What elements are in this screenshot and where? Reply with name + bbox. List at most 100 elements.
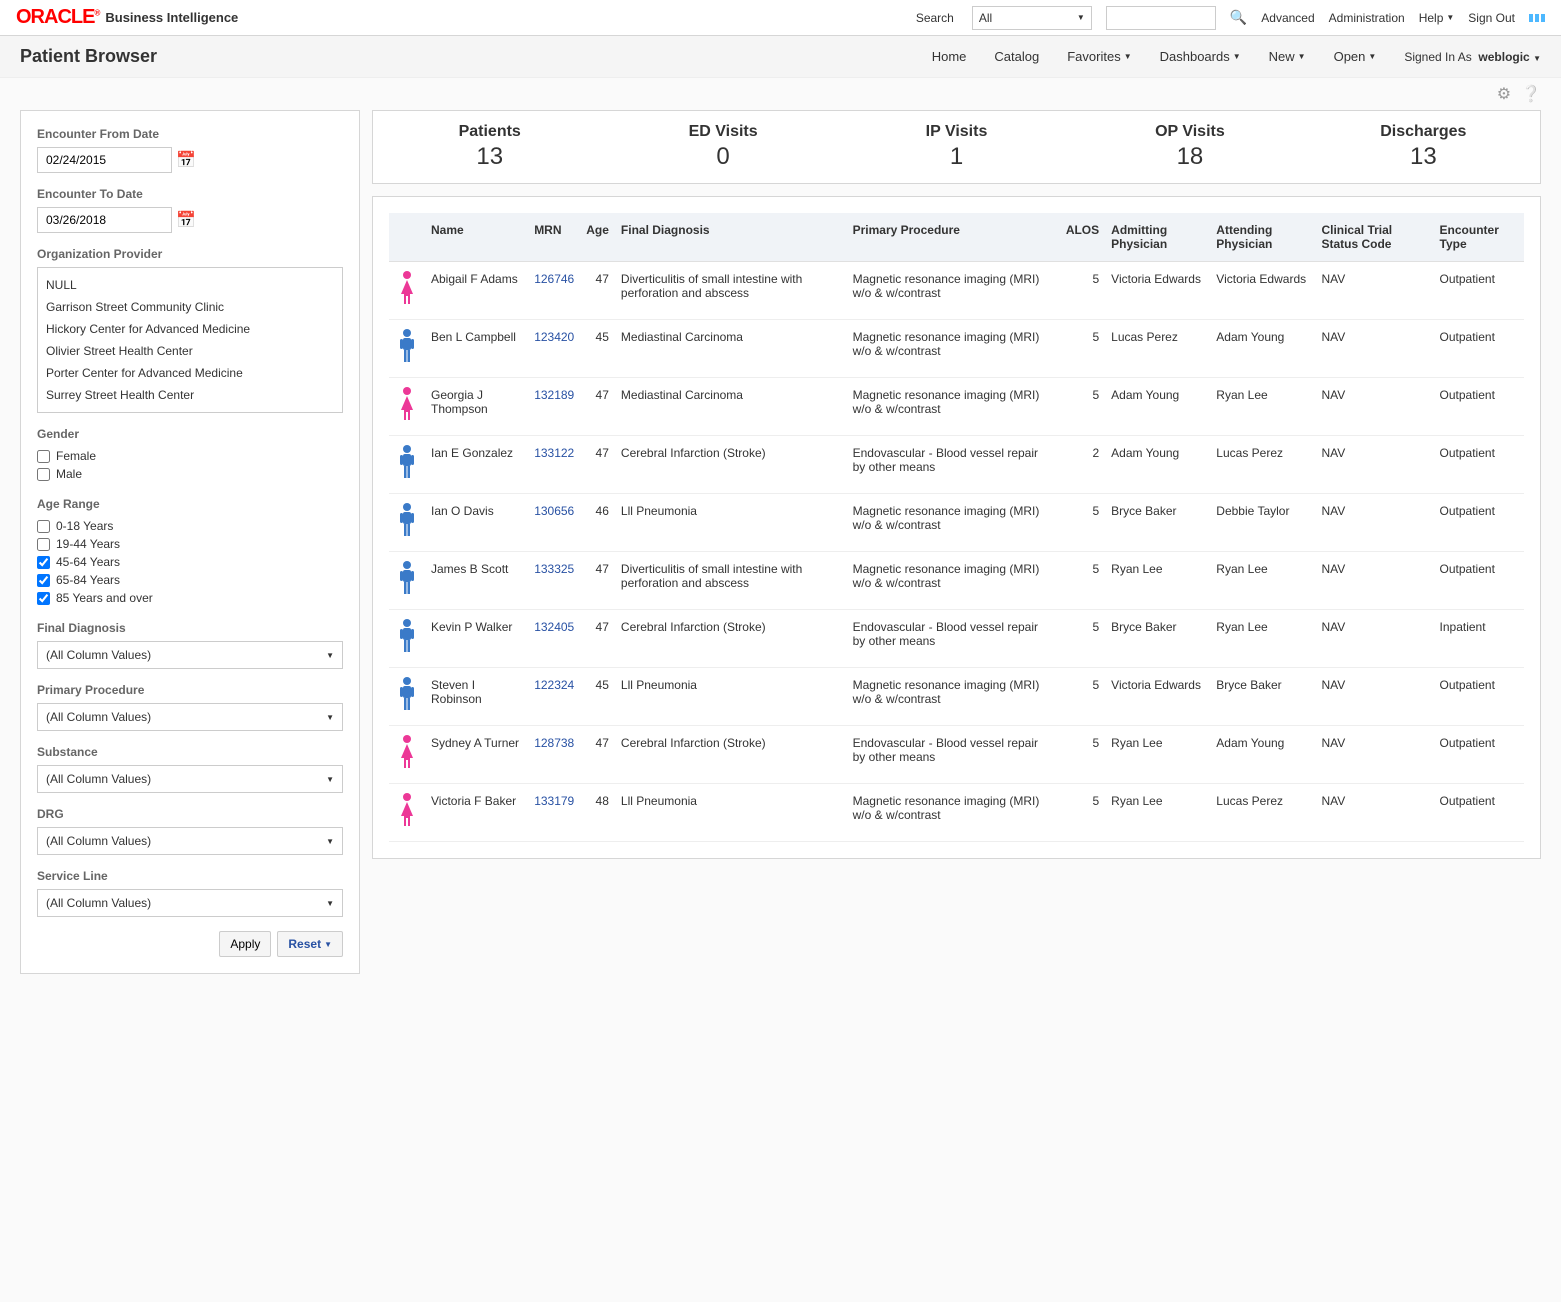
table-header[interactable]: Attending Physician [1210,213,1315,262]
age-cell: 47 [580,436,615,494]
nav-home[interactable]: Home [932,49,967,64]
alos-cell: 5 [1060,378,1105,436]
signed-in-as[interactable]: Signed In As weblogic ▼ [1404,50,1541,64]
help-circle-icon[interactable]: ❔ [1521,84,1541,104]
table-header[interactable] [389,213,425,262]
drg-select[interactable]: (All Column Values)▼ [37,827,343,855]
male-icon [396,618,418,657]
table-row: Steven I Robinson12232445Lll PneumoniaMa… [389,668,1524,726]
female-icon [396,734,418,773]
final-dx-select[interactable]: (All Column Values)▼ [37,641,343,669]
primary-proc-select[interactable]: (All Column Values)▼ [37,703,343,731]
female-icon [396,792,418,831]
checkbox-item: Female [37,447,343,465]
female-icon [396,386,418,425]
table-header[interactable]: Age [580,213,615,262]
mrn-link[interactable]: 123420 [528,320,580,378]
table-header[interactable]: Admitting Physician [1105,213,1210,262]
administration-link[interactable]: Administration [1329,11,1405,25]
nav-new[interactable]: New ▼ [1269,49,1306,64]
chevron-down-icon: ▼ [1368,52,1376,61]
org-provider-item[interactable]: Hickory Center for Advanced Medicine [44,318,336,340]
attend-cell: Ryan Lee [1210,552,1315,610]
mrn-link[interactable]: 132189 [528,378,580,436]
mrn-link[interactable]: 133325 [528,552,580,610]
table-header[interactable]: Name [425,213,528,262]
org-provider-list[interactable]: NULLGarrison Street Community ClinicHick… [37,267,343,413]
checkbox-input[interactable] [37,592,50,605]
calendar-icon[interactable]: 📅 [176,150,196,170]
stat-label: OP Visits [1073,123,1306,141]
calendar-icon[interactable]: 📅 [176,210,196,230]
final-dx-cell: Mediastinal Carcinoma [615,378,847,436]
org-provider-item[interactable]: Surrey Street Health Center [44,384,336,406]
help-link[interactable]: Help ▼ [1419,11,1455,25]
mrn-link[interactable]: 133122 [528,436,580,494]
mrn-link[interactable]: 130656 [528,494,580,552]
checkbox-label: Female [56,449,96,463]
checkbox-item: Male [37,465,343,483]
enc-type-cell: Outpatient [1434,552,1524,610]
proc-cell: Magnetic resonance imaging (MRI) w/o & w… [847,262,1060,320]
table-header[interactable]: Primary Procedure [847,213,1060,262]
checkbox-input[interactable] [37,450,50,463]
chevron-down-icon: ▼ [326,837,334,846]
proc-cell: Magnetic resonance imaging (MRI) w/o & w… [847,784,1060,842]
chevron-down-icon: ▼ [1446,13,1454,22]
checkbox-input[interactable] [37,556,50,569]
stat-value: 1 [840,143,1073,171]
gender-icon-cell [389,436,425,494]
nav-catalog[interactable]: Catalog [994,49,1039,64]
primary-proc-label: Primary Procedure [37,683,343,697]
alos-cell: 5 [1060,320,1105,378]
table-header[interactable]: ALOS [1060,213,1105,262]
apply-button[interactable]: Apply [219,931,271,957]
mrn-link[interactable]: 122324 [528,668,580,726]
admit-cell: Lucas Perez [1105,320,1210,378]
checkbox-input[interactable] [37,468,50,481]
table-header[interactable]: Encounter Type [1434,213,1524,262]
admit-cell: Bryce Baker [1105,610,1210,668]
org-provider-item[interactable]: Porter Center for Advanced Medicine [44,362,336,384]
mrn-link[interactable]: 132405 [528,610,580,668]
checkbox-input[interactable] [37,574,50,587]
age-checkbox-group: 0-18 Years19-44 Years45-64 Years65-84 Ye… [37,517,343,607]
to-date-input[interactable] [37,207,172,233]
table-row: Ian O Davis13065646Lll PneumoniaMagnetic… [389,494,1524,552]
patient-table: NameMRNAgeFinal DiagnosisPrimary Procedu… [389,213,1524,842]
proc-cell: Magnetic resonance imaging (MRI) w/o & w… [847,378,1060,436]
table-header[interactable]: MRN [528,213,580,262]
stat-label: Discharges [1307,123,1540,141]
checkbox-input[interactable] [37,520,50,533]
search-icon[interactable]: 🔍 [1230,9,1247,26]
gender-label: Gender [37,427,343,441]
mrn-link[interactable]: 126746 [528,262,580,320]
org-provider-item[interactable]: NULL [44,274,336,296]
nav-dashboards[interactable]: Dashboards ▼ [1160,49,1241,64]
mrn-link[interactable]: 133179 [528,784,580,842]
from-date-input[interactable] [37,147,172,173]
name-cell: Georgia J Thompson [425,378,528,436]
org-provider-item[interactable]: Garrison Street Community Clinic [44,296,336,318]
nav-open[interactable]: Open ▼ [1334,49,1377,64]
substance-select[interactable]: (All Column Values)▼ [37,765,343,793]
reset-button[interactable]: Reset ▼ [277,931,343,957]
org-provider-item[interactable]: Olivier Street Health Center [44,340,336,362]
advanced-link[interactable]: Advanced [1261,11,1314,25]
age-cell: 47 [580,262,615,320]
alos-cell: 5 [1060,726,1105,784]
mrn-link[interactable]: 128738 [528,726,580,784]
search-input[interactable] [1106,6,1216,30]
checkbox-input[interactable] [37,538,50,551]
table-header[interactable]: Final Diagnosis [615,213,847,262]
search-scope-select[interactable]: All ▼ [972,6,1092,30]
signout-link[interactable]: Sign Out [1468,11,1515,25]
gender-checkbox-group: Female Male [37,447,343,483]
gear-icon[interactable]: ⚙ [1497,84,1511,104]
nav-favorites[interactable]: Favorites ▼ [1067,49,1131,64]
table-header[interactable]: Clinical Trial Status Code [1315,213,1433,262]
apps-icon[interactable] [1529,14,1545,22]
substance-label: Substance [37,745,343,759]
service-line-select[interactable]: (All Column Values)▼ [37,889,343,917]
stat-label: Patients [373,123,606,141]
